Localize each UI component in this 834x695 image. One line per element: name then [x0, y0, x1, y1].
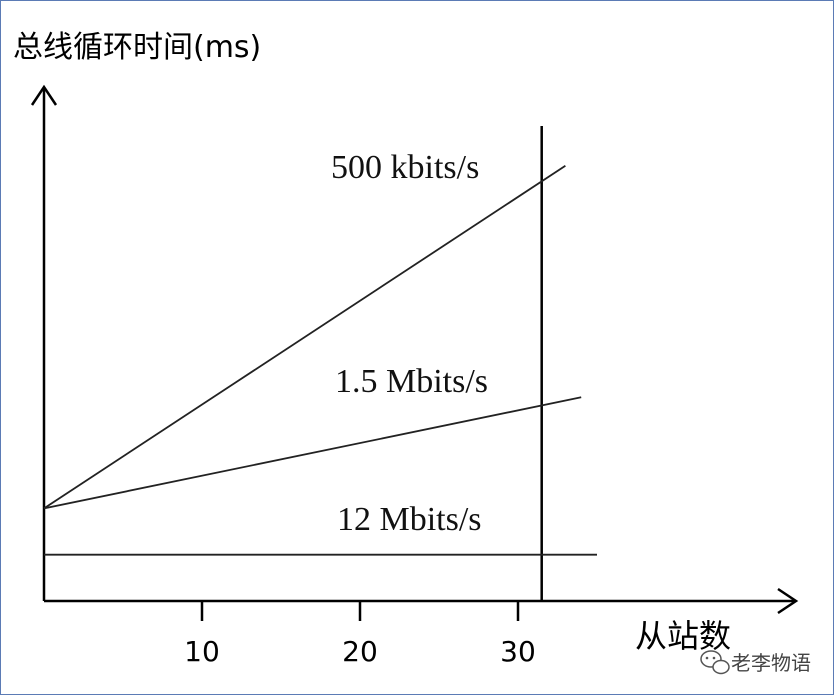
- series-group: [43, 165, 597, 556]
- watermark: 老李物语: [700, 650, 811, 675]
- series-label: 1.5 Mbits/s: [335, 363, 488, 400]
- y-axis-label: 总线循环时间(ms): [13, 30, 261, 65]
- x-axis-arrow: [777, 587, 799, 615]
- x-ticks: 10 20 30: [184, 601, 536, 668]
- y-axis-arrow: [30, 84, 58, 106]
- x-tick-label: 20: [342, 635, 378, 668]
- series-labels: 500 kbits/s 1.5 Mbits/s 12 Mbits/s: [331, 149, 488, 538]
- watermark-text: 老李物语: [731, 651, 811, 675]
- x-axis-label: 从站数: [635, 617, 731, 655]
- axes: [30, 84, 799, 615]
- x-tick-label: 10: [184, 635, 220, 668]
- series-line: [43, 165, 566, 510]
- series-label: 500 kbits/s: [331, 149, 479, 186]
- series-line: [43, 396, 582, 510]
- x-tick-label: 30: [500, 635, 536, 668]
- wechat-icon: [700, 650, 730, 675]
- series-label: 12 Mbits/s: [337, 501, 482, 538]
